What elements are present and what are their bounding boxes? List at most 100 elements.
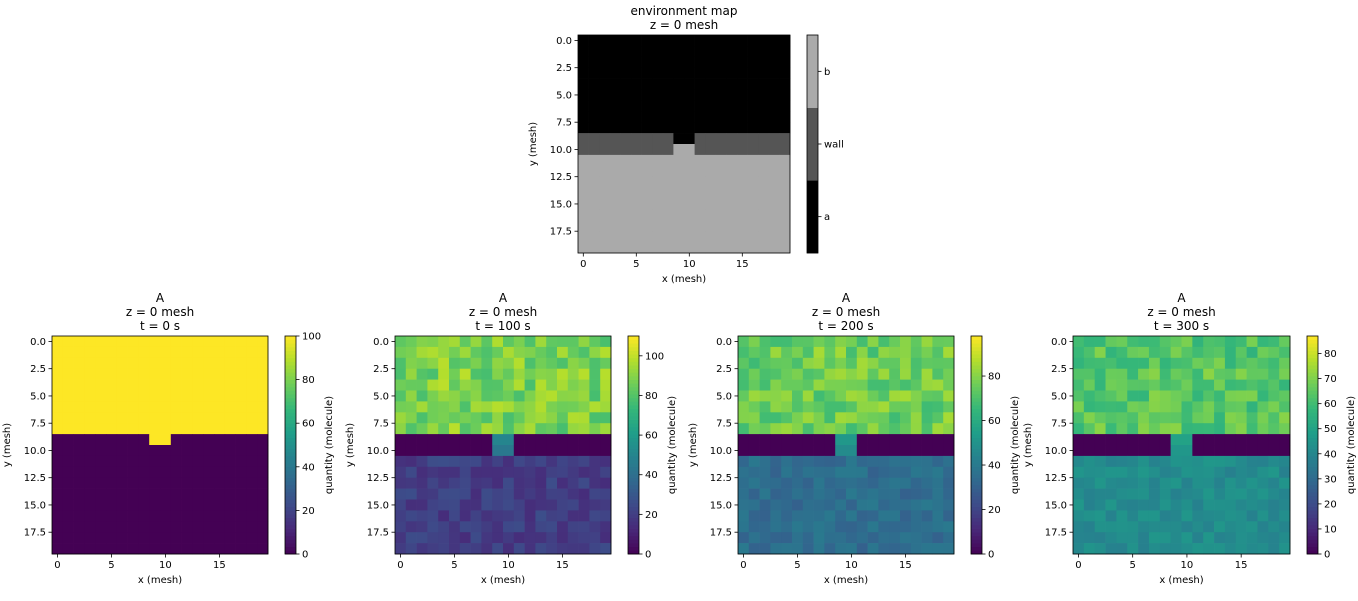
heatmap-cell: [546, 368, 558, 380]
heatmap-cell: [748, 357, 760, 370]
colorbar-step: [285, 455, 296, 460]
heatmap-cell: [235, 532, 247, 544]
heatmap-cell: [813, 379, 825, 391]
heatmap-cell: [170, 379, 182, 391]
heatmap-cell: [535, 336, 547, 348]
heatmap-cell: [246, 346, 258, 359]
heatmap-cell: [684, 220, 695, 232]
heatmap-cell: [1083, 455, 1096, 468]
heatmap-cell: [802, 521, 814, 533]
colorbar-step: [285, 379, 296, 384]
heatmap-cell: [781, 412, 793, 424]
colorbar-step: [1307, 434, 1318, 439]
heatmap-cell: [449, 357, 461, 370]
colorbar-tick-label: 60: [988, 416, 1001, 427]
heatmap-cell: [481, 510, 493, 522]
heatmap-cell: [84, 336, 96, 348]
heatmap-cell: [600, 412, 612, 424]
heatmap-cell: [546, 346, 558, 359]
heatmap-cell: [846, 532, 858, 544]
heatmap-cell: [1257, 455, 1269, 468]
heatmap-cell: [1159, 455, 1171, 468]
y-tick-label: 12.5: [24, 473, 46, 484]
colorbar-step: [628, 375, 639, 380]
heatmap-cell: [779, 198, 791, 210]
heatmap-cell: [705, 89, 717, 101]
heatmap-cell: [620, 198, 632, 210]
heatmap-cell: [768, 242, 780, 254]
heatmap-cell: [900, 445, 912, 457]
heatmap-cell: [748, 434, 760, 446]
heatmap-cell: [781, 466, 793, 479]
heatmap-cell: [160, 434, 172, 446]
heatmap-cell: [932, 390, 944, 402]
heatmap-cell: [492, 390, 504, 402]
heatmap-cell: [715, 154, 727, 167]
heatmap-cell: [1148, 499, 1161, 511]
colorbar-frame: [806, 34, 819, 254]
heatmap-cell: [824, 488, 836, 500]
heatmap-cell: [652, 198, 664, 210]
heatmap-cell: [246, 488, 258, 500]
heatmap-cell: [921, 434, 933, 446]
heatmap-cell: [768, 144, 780, 156]
heatmap-cell: [481, 445, 493, 457]
heatmap-cell: [52, 423, 64, 435]
heatmap-cell: [684, 35, 695, 47]
heatmap-cell: [1170, 466, 1182, 479]
heatmap-cell: [224, 401, 236, 413]
colorbar-step: [285, 445, 296, 450]
heatmap-cell: [824, 455, 836, 468]
heatmap-cell: [416, 423, 428, 435]
heatmap-cell: [705, 242, 717, 254]
heatmap-cell: [170, 543, 182, 555]
heatmap-cell: [1127, 379, 1139, 391]
heatmap-cell: [524, 434, 536, 446]
heatmap-cell: [600, 510, 612, 522]
colorbar-step: [1307, 445, 1318, 450]
heatmap-cell: [192, 532, 204, 544]
colorbar-step: [1307, 354, 1318, 359]
heatmap-cell: [835, 412, 847, 424]
colorbar-step: [971, 492, 982, 497]
heatmap-cell: [1138, 390, 1150, 402]
heatmap-cell: [900, 488, 912, 500]
colorbar-segment: [807, 35, 818, 108]
heatmap-cell: [567, 488, 579, 500]
colorbar-frame: [970, 335, 983, 555]
heatmap-cell: [427, 336, 439, 348]
heatmap-cell: [673, 220, 685, 232]
colorbar-step: [971, 383, 982, 388]
chart-title-line: t = 300 s: [1154, 319, 1209, 333]
heatmap-cell: [770, 390, 782, 402]
heatmap-cell: [781, 434, 793, 446]
heatmap-cell: [878, 390, 890, 402]
chart-title-line: z = 0 mesh: [650, 18, 718, 32]
heatmap-cell: [1257, 379, 1269, 391]
heatmap-cell: [600, 477, 612, 489]
heatmap-cell: [781, 510, 793, 522]
heatmap-cell: [792, 466, 804, 479]
x-axis-label: x (mesh): [662, 274, 706, 285]
heatmap-cell: [73, 346, 85, 359]
heatmap-cell: [416, 346, 428, 359]
heatmap-cell: [116, 466, 128, 479]
heatmap-cell: [192, 336, 204, 348]
heatmap-cell: [673, 122, 685, 134]
y-tick-label: 2.5: [716, 364, 732, 375]
heatmap-cell: [802, 532, 814, 544]
heatmap-cell: [138, 521, 150, 533]
heatmap-cell: [867, 499, 879, 511]
heatmap-cell: [759, 336, 771, 348]
heatmap-cell: [427, 423, 439, 435]
heatmap-cell: [802, 488, 814, 500]
heatmap-cell: [759, 390, 771, 402]
heatmap-cell: [1159, 510, 1171, 522]
heatmap-cell: [748, 445, 760, 457]
heatmap-cell: [395, 499, 407, 511]
heatmap-cell: [641, 89, 653, 101]
colorbar-step: [1307, 492, 1318, 497]
heatmap-cell: [503, 357, 515, 370]
colorbar-step: [971, 357, 982, 362]
